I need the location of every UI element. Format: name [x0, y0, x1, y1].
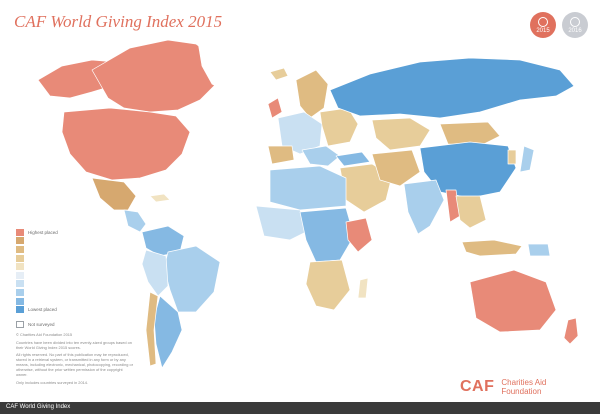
legend-swatch — [16, 228, 24, 236]
region-turkey[interactable] — [335, 151, 371, 167]
legend-swatch — [16, 306, 24, 314]
region-iceland[interactable] — [269, 67, 289, 81]
region-russia[interactable] — [329, 57, 575, 119]
region-southern-africa[interactable] — [305, 259, 351, 311]
legend-swatch — [16, 245, 24, 253]
legend-item — [16, 262, 58, 271]
globe-icon — [538, 16, 548, 27]
method-note: Countries have been divided into ten eve… — [16, 339, 132, 350]
region-mongolia[interactable] — [439, 121, 501, 147]
caf-logo: CAF Charities Aid Foundation — [460, 378, 546, 396]
logo-line1: Charities Aid — [501, 378, 547, 387]
region-chile[interactable] — [145, 291, 159, 367]
legend-swatch — [16, 254, 24, 262]
region-indonesia[interactable] — [461, 239, 523, 257]
region-brazil[interactable] — [163, 245, 221, 313]
notes: © Charities Aid Foundation 2015 Countrie… — [16, 332, 134, 387]
legend-item — [16, 254, 58, 263]
region-mexico[interactable] — [91, 177, 137, 211]
region-greenland — [197, 35, 267, 93]
footer: CAF World Giving Index — [0, 402, 600, 414]
region-india[interactable] — [403, 179, 445, 235]
legend-item — [16, 288, 58, 297]
region-iran-afghanistan[interactable] — [371, 149, 421, 187]
year-2016-button[interactable]: 2016 — [562, 12, 588, 38]
region-cuba[interactable] — [149, 193, 171, 203]
region-papua[interactable] — [527, 243, 551, 257]
legend-swatch — [16, 288, 24, 296]
legend-swatch — [16, 237, 24, 245]
legend-label: Not surveyed — [28, 321, 55, 327]
page-title: CAF World Giving Index 2015 — [14, 12, 223, 31]
region-west-africa[interactable] — [255, 205, 311, 241]
legend: Highest placed Lowest placed Not surveye… — [16, 228, 58, 329]
legend-item — [16, 245, 58, 254]
year-label: 2016 — [568, 27, 582, 34]
logo-mark: CAF — [460, 378, 495, 395]
legend-item — [16, 237, 58, 246]
year-toggles: 2015 2016 — [530, 12, 588, 38]
legend-label: Lowest placed — [28, 307, 57, 313]
year-2015-button[interactable]: 2015 — [530, 12, 556, 38]
legend-item: Lowest placed — [16, 305, 58, 314]
region-italy-balkans[interactable] — [301, 145, 341, 167]
region-madagascar[interactable] — [357, 277, 369, 299]
legend-item — [16, 297, 58, 306]
logo-text: Charities Aid Foundation — [501, 378, 546, 396]
region-central-africa[interactable] — [299, 207, 355, 263]
footer-text: CAF World Giving Index — [6, 404, 71, 410]
rights-note: All rights reserved. No part of this pub… — [16, 352, 134, 377]
region-central-america[interactable] — [123, 209, 147, 233]
region-iberia[interactable] — [267, 145, 295, 165]
region-canada[interactable] — [91, 39, 221, 113]
region-japan[interactable] — [519, 145, 535, 173]
globe-icon — [570, 16, 580, 27]
world-map — [37, 35, 579, 369]
copyright-note: © Charities Aid Foundation 2015 — [16, 332, 73, 337]
region-new-zealand[interactable] — [563, 317, 579, 345]
region-uk-ireland[interactable] — [267, 97, 283, 119]
region-north-africa[interactable] — [269, 165, 347, 211]
legend-item-not-surveyed: Not surveyed — [16, 320, 58, 329]
legend-item: Highest placed — [16, 228, 58, 237]
legend-item — [16, 280, 58, 289]
region-korea[interactable] — [507, 149, 517, 165]
region-china[interactable] — [419, 141, 517, 199]
region-usa[interactable] — [61, 107, 191, 181]
logo-line2: Foundation — [501, 387, 542, 396]
region-east-africa[interactable] — [345, 217, 373, 253]
region-eastern-europe[interactable] — [319, 107, 359, 147]
year-label: 2015 — [536, 27, 550, 34]
legend-swatch — [16, 280, 24, 288]
legend-label: Highest placed — [28, 229, 58, 235]
legend-swatch — [16, 263, 24, 271]
region-southeast-asia[interactable] — [455, 195, 487, 229]
region-australia[interactable] — [469, 269, 557, 333]
region-kazakhstan[interactable] — [371, 117, 431, 151]
survey-note: Only includes countries surveyed in 2014… — [16, 379, 89, 385]
legend-swatch — [16, 271, 24, 279]
legend-item — [16, 271, 58, 280]
region-peru-bolivia[interactable] — [141, 249, 169, 297]
legend-swatch — [16, 297, 24, 305]
legend-swatch — [16, 320, 24, 328]
region-scandinavia[interactable] — [295, 69, 329, 119]
